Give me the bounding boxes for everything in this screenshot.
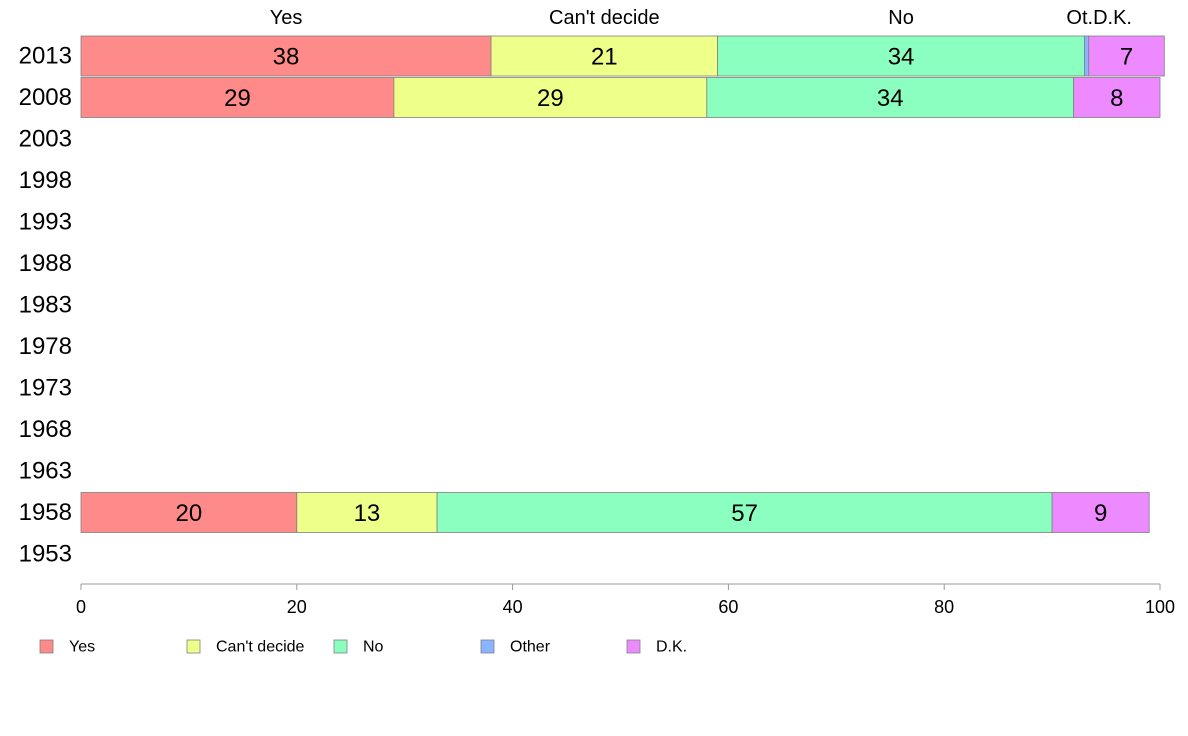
year-label-1988: 1988 [19,250,72,277]
legend-swatch-d-k [626,639,641,654]
legend-swatch-yes [39,639,54,654]
bar-1958-can-t-decide [296,492,438,533]
data-label-1958-no: 57 [731,500,758,527]
bar-2008-d-k [1073,77,1161,118]
legend-swatch-other [480,639,495,654]
year-label-2003: 2003 [19,126,72,153]
x-tick-label-100: 100 [1145,597,1175,617]
x-tick-label-60: 60 [718,597,738,617]
top-label-can-t-decide: Can't decide [549,7,660,29]
year-label-1953: 1953 [19,541,72,568]
year-label-1968: 1968 [19,416,72,443]
legend: Yes Can't decide No Other D.K. [39,639,687,656]
data-label-1958-can-t-decide: 13 [354,500,381,527]
bar-1958-yes [80,492,298,533]
data-label-2008-yes: 29 [224,85,251,112]
data-label-2008-d-k: 8 [1110,85,1123,112]
data-label-2013-yes: 38 [273,44,300,71]
year-label-1998: 1998 [19,167,72,194]
x-tick-label-0: 0 [76,597,86,617]
top-label-yes: Yes [270,7,303,29]
year-label-1978: 1978 [19,333,72,360]
x-tick-label-80: 80 [934,597,954,617]
bar-2013-d-k [1088,35,1165,77]
legend-label-other: Other [510,639,551,656]
year-label-2013: 2013 [19,43,72,70]
data-label-2013-no: 34 [888,44,915,71]
data-label-2013-d-k: 7 [1120,44,1133,71]
legend-label-no: No [363,639,384,656]
year-label-1973: 1973 [19,375,72,402]
bar-2008-yes [80,77,395,118]
bar-2013-other [1084,35,1090,77]
x-axis: 0 20 40 60 80 100 [76,583,1175,617]
bar-2008-no [706,77,1075,118]
data-label-2008-can-t-decide: 29 [537,85,564,112]
year-labels: 2013 2008 2003 1998 1993 1988 1983 1978 1973 1968… [19,43,72,568]
year-label-1963: 1963 [19,458,72,485]
data-label-1958-d-k: 9 [1094,500,1107,527]
legend-label-can-t-decide: Can't decide [216,639,305,656]
legend-label-d-k: D.K. [656,639,687,656]
x-tick-label-40: 40 [503,597,523,617]
bar-1958-d-k [1051,492,1150,533]
bar-2013-no [717,35,1085,77]
top-label-other: Ot. [1066,7,1093,29]
top-label-no: No [888,7,914,29]
bar-2008-can-t-decide [393,77,708,118]
data-label-1958-yes: 20 [176,500,203,527]
year-label-1993: 1993 [19,209,72,236]
legend-swatch-no [333,639,348,654]
year-label-2008: 2008 [19,84,72,111]
data-label-2013-can-t-decide: 21 [591,44,618,71]
top-label-d-k: D.K. [1093,7,1132,29]
legend-label-yes: Yes [69,639,95,656]
year-label-1983: 1983 [19,292,72,319]
bars: 38 21 34 7 29 29 34 8 20 13 57 9 [80,35,1165,533]
legend-swatch-can-t-decide [186,639,201,654]
data-label-2008-no: 34 [877,85,904,112]
bar-2013-yes [80,35,492,77]
year-label-1958: 1958 [19,499,72,526]
bar-2013-can-t-decide [490,35,719,77]
x-tick-label-20: 20 [287,597,307,617]
top-labels: Yes Can't decide No Ot. D.K. [270,7,1132,29]
